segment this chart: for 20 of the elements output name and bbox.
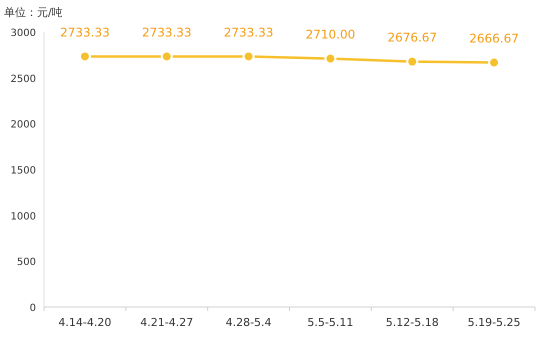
data-label: 2733.33: [224, 25, 274, 40]
x-tick-label: 5.12-5.18: [386, 316, 439, 329]
x-tick-label: 5.5-5.11: [307, 316, 354, 329]
y-axis-title: 单位：元/吨: [4, 6, 63, 19]
y-tick-label: 0: [30, 303, 36, 314]
data-label: 2710.00: [306, 28, 356, 42]
x-tick-label: 4.28-5.4: [226, 316, 272, 329]
data-label: 2666.67: [469, 32, 519, 46]
data-label: 2676.67: [387, 30, 438, 45]
x-tick-label: 5.19-5.25: [468, 316, 521, 329]
y-tick-label: 500: [16, 257, 36, 268]
x-tick-label: 4.21-4.27: [140, 316, 194, 329]
y-tick-label: 2000: [10, 120, 36, 131]
y-tick-label: 3000: [10, 28, 36, 39]
data-label: 2733.33: [142, 25, 192, 40]
y-tick-label: 2500: [10, 74, 36, 85]
x-tick-label: 4.14-4.20: [58, 316, 112, 329]
data-label: 2733.33: [60, 25, 110, 40]
y-tick-label: 1000: [10, 211, 36, 222]
y-tick-label: 1500: [10, 166, 36, 176]
